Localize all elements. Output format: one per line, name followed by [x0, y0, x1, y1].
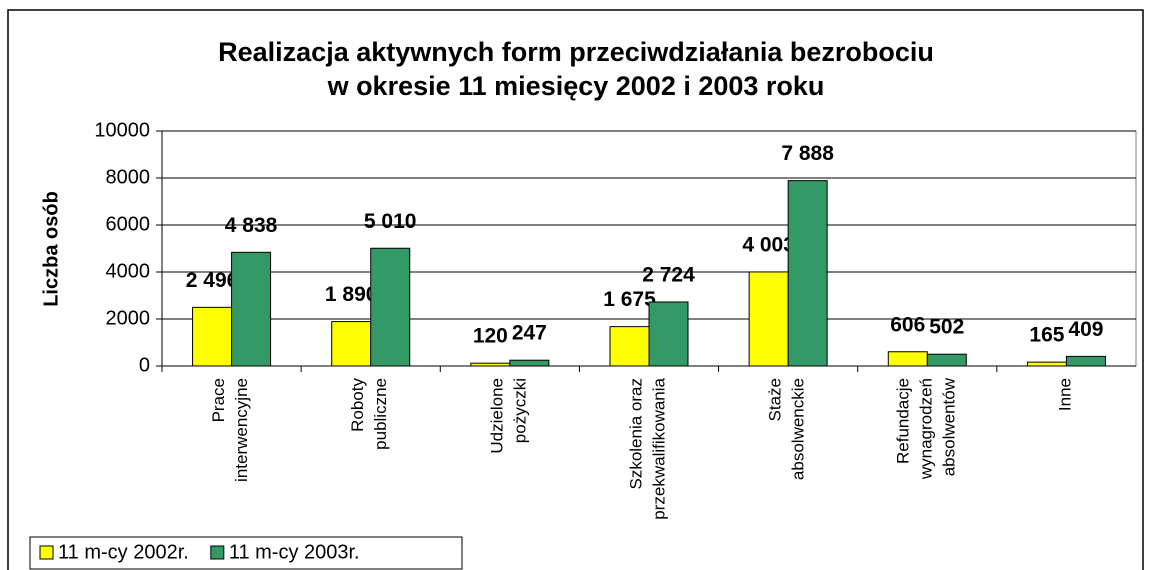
y-tick-label: 2000 [106, 307, 151, 329]
legend-label: 11 m-cy 2002r. [58, 541, 189, 563]
legend-box [29, 536, 463, 570]
legend: 11 m-cy 2002r. 11 m-cy 2003r. [29, 536, 463, 570]
value-label: 5 010 [364, 210, 417, 233]
bar [926, 353, 967, 367]
value-label: 606 [890, 313, 925, 336]
value-label: 2 496 [186, 269, 239, 292]
value-label: 1 890 [325, 283, 378, 306]
value-label: 2 724 [642, 264, 695, 287]
value-label: 409 [1068, 318, 1103, 341]
legend-label: 11 m-cy 2003r. [229, 541, 360, 563]
chart-title: Realizacja aktywnych form przeciwdziałan… [218, 37, 934, 101]
bar [470, 362, 511, 367]
value-label: 7 888 [781, 142, 834, 165]
bar [887, 351, 928, 367]
y-tick-label: 0 [139, 354, 150, 376]
value-label: 1 675 [603, 288, 656, 311]
y-tick-label: 4000 [106, 260, 151, 282]
bar [1065, 355, 1106, 367]
value-label: 120 [473, 325, 508, 348]
bar [787, 180, 828, 367]
bar [1026, 361, 1067, 367]
x-tick-label: Prace interwencyjne [210, 378, 252, 482]
x-tick-label: Staże absolwenckie [766, 378, 808, 480]
x-tick-label: Szkolenia oraz przekwalifikowania [627, 377, 669, 519]
x-tick-label: Roboty publiczne [349, 378, 391, 450]
value-label: 502 [929, 316, 964, 339]
x-tick-label: Udzielone pożyczki [488, 378, 530, 454]
x-tick-label: Refundacje wynagrodzeń absolwentów [894, 377, 959, 480]
y-axis-label: Liczba osób [40, 191, 62, 307]
y-tick-label: 6000 [106, 213, 151, 235]
x-tick-label: Inne [1056, 378, 1075, 411]
legend-swatch [210, 545, 225, 560]
bar [370, 247, 411, 367]
y-tick-label: 10000 [94, 119, 150, 141]
bar [231, 251, 272, 367]
bar [609, 326, 650, 367]
value-label: 4 003 [742, 233, 795, 256]
bar [331, 321, 372, 367]
bar [509, 359, 550, 367]
value-label: 4 838 [225, 214, 278, 237]
legend-swatch [39, 545, 54, 560]
bar [648, 301, 689, 367]
bar [192, 306, 233, 367]
bar [748, 271, 789, 367]
y-tick-label: 8000 [106, 166, 151, 188]
value-label: 247 [512, 322, 547, 345]
value-label: 165 [1029, 324, 1064, 347]
